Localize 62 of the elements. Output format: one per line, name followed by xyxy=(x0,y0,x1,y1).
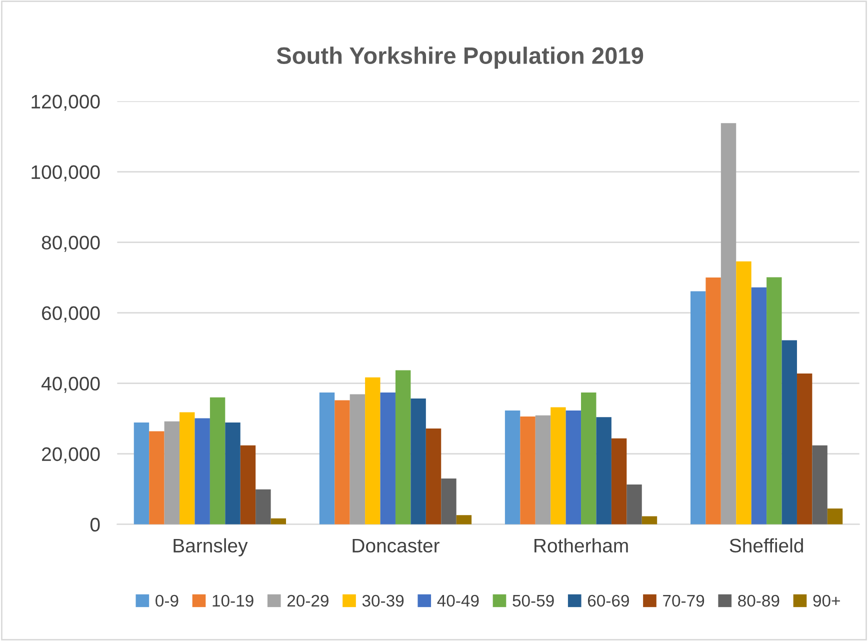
y-tick-label: 100,000 xyxy=(32,165,100,182)
legend-label: 20-29 xyxy=(287,594,328,607)
bar xyxy=(626,484,642,524)
bar xyxy=(796,373,812,524)
bar xyxy=(380,392,396,524)
y-tick-label: 0 xyxy=(90,518,100,532)
bar xyxy=(240,445,256,524)
bar xyxy=(690,291,706,524)
y-tick-label: 40,000 xyxy=(41,376,100,393)
bar xyxy=(319,392,335,524)
bar xyxy=(706,278,721,524)
bar xyxy=(596,417,612,524)
bar xyxy=(134,422,150,524)
legend-label: 50-59 xyxy=(512,594,554,607)
legend-label: 10-19 xyxy=(212,594,254,607)
bar xyxy=(270,518,286,524)
bar xyxy=(410,398,426,524)
bar xyxy=(736,261,752,524)
bar xyxy=(642,516,658,524)
legend-label: 60-69 xyxy=(588,594,629,607)
bar xyxy=(256,489,271,524)
bar xyxy=(535,415,551,524)
bar xyxy=(520,416,536,524)
bar xyxy=(550,407,566,524)
bar xyxy=(720,123,736,524)
legend-label: 0-9 xyxy=(156,594,178,607)
x-tick-label: Sheffield xyxy=(730,538,803,553)
bar xyxy=(210,397,226,524)
bar xyxy=(365,377,380,524)
bar xyxy=(751,287,767,524)
x-tick-label: Doncaster xyxy=(352,538,440,553)
y-tick-label: 120,000 xyxy=(32,94,100,111)
bar xyxy=(194,418,210,524)
bar xyxy=(426,428,442,524)
y-tick-label: 20,000 xyxy=(42,447,100,464)
bar xyxy=(164,421,180,524)
chart-title: South Yorkshire Population 2019 xyxy=(276,46,644,69)
legend-label: 70-79 xyxy=(663,594,704,607)
bar xyxy=(827,508,843,524)
y-tick-label: 80,000 xyxy=(42,236,100,252)
bar xyxy=(456,515,472,524)
bar xyxy=(225,422,240,524)
bar xyxy=(812,445,828,524)
bar xyxy=(149,431,164,524)
legend-label: 40-49 xyxy=(437,594,479,607)
x-tick-label: Barnsley xyxy=(174,538,248,556)
bar xyxy=(441,478,456,524)
y-tick-label: 60,000 xyxy=(42,306,100,322)
bar xyxy=(334,400,350,524)
legend-label: 30-39 xyxy=(362,594,404,607)
bar xyxy=(350,394,366,524)
bar xyxy=(611,438,627,524)
bar xyxy=(782,340,797,524)
bar xyxy=(504,410,520,524)
legend-label: 80-89 xyxy=(738,594,780,607)
x-tick-label: Rotherham xyxy=(534,538,628,553)
bar xyxy=(766,277,782,524)
bar xyxy=(581,392,596,524)
bar xyxy=(395,370,411,524)
bar xyxy=(180,412,195,524)
legend-label: 90+ xyxy=(813,594,840,607)
bar xyxy=(566,410,582,524)
